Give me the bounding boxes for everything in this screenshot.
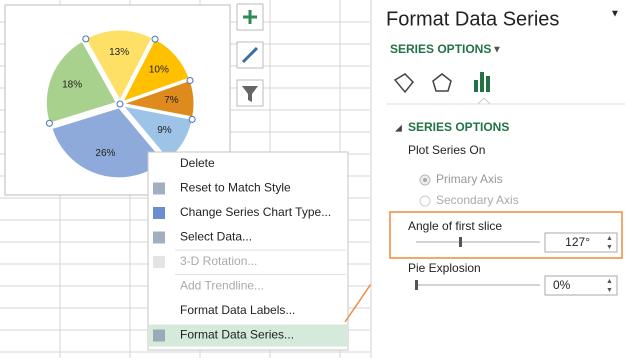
collapse-arrow[interactable]: ◢ [395, 122, 402, 132]
menu-item[interactable]: Reset to Match Style [180, 181, 291, 195]
format-panel: Format Data Series ▼ SERIES OPTIONS ▼ ◢ … [370, 0, 625, 358]
menu-icon [153, 207, 165, 219]
menu-item: Add Trendline... [180, 279, 264, 293]
spin-up[interactable]: ▲ [606, 278, 613, 285]
data-label: 26% [95, 148, 115, 159]
section-header[interactable]: SERIES OPTIONS [408, 120, 509, 134]
selection-handle [82, 35, 90, 43]
panel-menu-arrow[interactable]: ▼ [610, 9, 620, 20]
explosion-input[interactable] [544, 275, 618, 296]
plot-series-label: Plot Series On [408, 143, 485, 157]
effects-icon[interactable] [432, 73, 452, 92]
chart-buttons [236, 3, 264, 107]
data-label: 7% [164, 95, 179, 106]
menu-item[interactable]: Format Data Labels... [180, 303, 295, 317]
menu-item[interactable]: Delete [180, 156, 215, 170]
selection-handle [45, 119, 53, 127]
options-dropdown[interactable]: SERIES OPTIONS [390, 42, 491, 56]
angle-slider-thumb[interactable] [459, 237, 462, 247]
selection-handle [151, 35, 159, 43]
pie: 26% 18% 13% 10% 7% 9% [45, 29, 196, 179]
tab-pointer [477, 97, 491, 105]
selection-handle [186, 76, 194, 84]
spin-down[interactable]: ▼ [606, 287, 613, 294]
secondary-radio[interactable] [419, 195, 431, 207]
menu-box [147, 151, 349, 351]
data-label: 13% [109, 47, 129, 58]
selection-handle [188, 115, 196, 123]
radio-dot [423, 178, 427, 182]
menu-icon [153, 329, 165, 342]
pie-slice[interactable] [45, 40, 118, 124]
menu-icon [153, 256, 165, 268]
explosion-slider-thumb[interactable] [415, 280, 418, 290]
data-label: 10% [149, 65, 169, 76]
brush-icon [241, 46, 259, 64]
data-label: 9% [157, 125, 172, 136]
menu-item: 3-D Rotation... [180, 254, 257, 268]
selection-handle [116, 100, 124, 108]
menu-icon [153, 231, 165, 244]
menu-item[interactable]: Format Data Series... [180, 328, 294, 342]
panel-title: Format Data Series [386, 8, 559, 30]
spin-up[interactable]: ▲ [606, 235, 613, 242]
menu-icon [153, 182, 165, 195]
explosion-value: 0% [553, 278, 571, 292]
panel-bg [371, 0, 625, 358]
primary-axis-label: Primary Axis [436, 172, 503, 186]
data-label: 18% [62, 79, 82, 90]
elements-button[interactable] [236, 3, 264, 31]
context-menu: Delete Reset to Match Style Change Series … [147, 151, 349, 351]
highlight-box [389, 211, 623, 259]
spin-down[interactable]: ▼ [606, 244, 613, 251]
angle-value: 127° [565, 235, 590, 249]
plus-icon [243, 10, 257, 24]
fill-icon[interactable] [393, 73, 415, 94]
series-options-icon[interactable] [474, 72, 490, 92]
secondary-axis-label: Secondary Axis [436, 193, 519, 207]
menu-item[interactable]: Change Series Chart Type... [180, 205, 331, 219]
menu-item[interactable]: Select Data... [180, 230, 252, 244]
angle-input[interactable] [544, 232, 618, 253]
explosion-label: Pie Explosion [408, 261, 481, 275]
dropdown-arrow: ▼ [492, 45, 502, 56]
filter-icon [242, 86, 258, 102]
menu-highlight [149, 324, 347, 347]
angle-label: Angle of first slice [408, 219, 502, 233]
